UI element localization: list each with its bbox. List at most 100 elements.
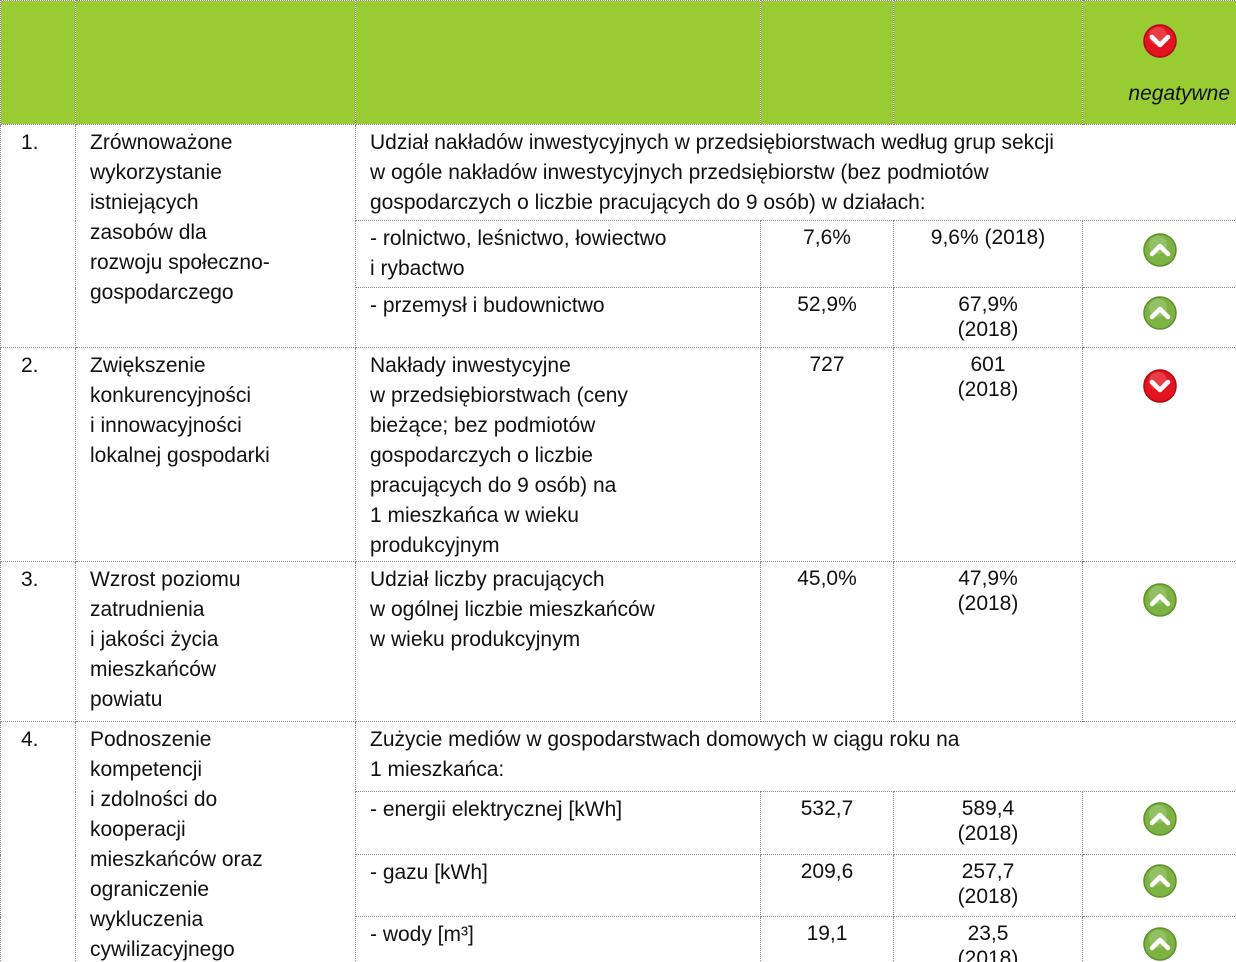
value2: (2018) xyxy=(957,318,1019,341)
value2-cell: 589,4 (2018) xyxy=(893,791,1083,855)
icon-part xyxy=(1149,306,1170,320)
sub-label: - gazu [kWh] xyxy=(370,861,488,884)
sub-label-cell: - rolnictwo, leśnictwo, łowiectwo i rybac… xyxy=(355,220,761,288)
indicator-text: Udział nakładów inwestycyjnych w przedsi… xyxy=(370,131,1054,154)
value2: 47,9% xyxy=(958,567,1018,590)
row-number: 1. xyxy=(21,131,39,154)
goal-text: Zrównoważone xyxy=(90,131,233,154)
value2: 9,6% (2018) xyxy=(930,226,1046,249)
value2-cell: 23,5 (2018) xyxy=(893,916,1083,962)
indicator-text: Nakłady inwestycyjne xyxy=(370,354,571,377)
value2-cell: 47,9% (2018) xyxy=(893,561,1083,722)
sub-label: - przemysł i budownictwo xyxy=(370,294,605,317)
value-cell: 52,9% xyxy=(760,287,894,348)
value: 209,6 xyxy=(800,860,854,883)
header-label: negatywne xyxy=(1128,82,1230,105)
indicator-text: w ogóle nakładów inwestycyjnych przedsię… xyxy=(370,161,989,184)
sub-label: i rybactwo xyxy=(370,257,465,280)
row-number-cell: 1. xyxy=(0,124,76,348)
sub-label: - energii elektrycznej [kWh] xyxy=(370,798,623,821)
table-row: 4. Podnoszenie kompetencji i zdolności do ko… xyxy=(0,721,1236,962)
value2: 589,4 xyxy=(961,797,1015,820)
icon-part xyxy=(1149,593,1170,607)
goal-text: ograniczenie xyxy=(90,878,210,901)
icon-part xyxy=(1142,864,1177,898)
goal-cell: Zwiększenie konkurencyjności i innowacyjno… xyxy=(75,347,356,562)
value: 532,7 xyxy=(800,797,854,820)
sub-row: - rolnictwo, leśnictwo, łowiectwo i rybac… xyxy=(1,220,1236,288)
icon-part xyxy=(1142,296,1177,330)
icon-part xyxy=(1149,812,1170,825)
icon-part xyxy=(1142,801,1177,836)
row-number-cell: 3. xyxy=(0,561,76,722)
indicator-text: 1 mieszkańca: xyxy=(370,758,505,781)
header-cell: negatywne xyxy=(1082,0,1236,125)
icon-part xyxy=(1142,583,1177,617)
trend-up-icon xyxy=(1142,864,1177,898)
row-number: 3. xyxy=(21,568,39,591)
trend-up-icon xyxy=(1142,296,1177,330)
goal-cell: Wzrost poziomu zatrudnienia i jakości życi… xyxy=(75,561,356,722)
value-cell: 19,1 xyxy=(760,916,894,962)
indicator-text: Udział liczby pracujących xyxy=(370,568,605,591)
sub-row: - gazu [kWh] 209,6 257,7 (2018) xyxy=(1,854,1236,917)
icon-part xyxy=(1149,379,1170,393)
indicator-cell: Zużycie mediów w gospodarstwach domowych… xyxy=(355,721,1236,792)
goal-text: wykorzystanie xyxy=(90,161,222,184)
value2: 23,5 xyxy=(967,922,1009,945)
indicator-text: bieżące; bez podmiotów xyxy=(370,414,596,437)
goal-text: Zwiększenie xyxy=(90,354,206,377)
value2-cell: 257,7 (2018) xyxy=(893,854,1083,917)
icon-cell xyxy=(1082,220,1236,288)
table-row: 1. Zrównoważone wykorzystanie istniejących z… xyxy=(0,124,1236,348)
sub-row: - energii elektrycznej [kWh] 532,7 589,4 (2… xyxy=(1,791,1236,855)
value2: (2018) xyxy=(957,947,1019,962)
icon-cell xyxy=(1082,561,1236,722)
goal-text: Wzrost poziomu xyxy=(90,568,241,591)
value2-cell: 601 (2018) xyxy=(893,347,1083,562)
icon-part xyxy=(1142,232,1177,267)
indicator-text: produkcyjnym xyxy=(370,534,500,557)
icon-part xyxy=(1149,34,1170,48)
header-row: negatywne xyxy=(0,0,1236,125)
value: 7,6% xyxy=(803,226,851,249)
goal-cell: Zrównoważone wykorzystanie istniejących zas… xyxy=(75,124,356,348)
value-cell: 532,7 xyxy=(760,791,894,855)
value: 19,1 xyxy=(806,922,848,945)
indicator-text: pracujących do 9 osób) na xyxy=(370,474,617,497)
goal-text: istniejących xyxy=(90,191,199,214)
header-cell xyxy=(355,0,761,125)
goal-text: zasobów dla xyxy=(90,221,207,244)
indicator-cell: Nakłady inwestycyjne w przedsiębiorstwach… xyxy=(355,347,761,562)
value2: 257,7 xyxy=(961,860,1015,883)
goal-text: powiatu xyxy=(90,688,163,711)
goal-text: i zdolności do xyxy=(90,788,218,811)
indicator-text: w przedsiębiorstwach (ceny xyxy=(370,384,628,407)
icon-part xyxy=(1149,937,1170,951)
goal-text: mieszkańców xyxy=(90,658,217,681)
value-cell: 45,0% xyxy=(760,561,894,722)
goal-text: konkurencyjności xyxy=(90,384,252,407)
icon-part xyxy=(1142,24,1177,58)
header-cell xyxy=(893,0,1083,125)
value-cell: 209,6 xyxy=(760,854,894,917)
indicator-cell: Udział nakładów inwestycyjnych w przedsi… xyxy=(355,124,1236,221)
icon-part xyxy=(1149,874,1170,888)
goal-text: i innowacyjności xyxy=(90,414,242,437)
trend-down-icon xyxy=(1142,369,1177,403)
value-cell: 7,6% xyxy=(760,220,894,288)
sub-label-cell: - energii elektrycznej [kWh] xyxy=(355,791,761,855)
value: 52,9% xyxy=(797,293,857,316)
icon-part xyxy=(1149,243,1170,256)
row-number: 2. xyxy=(21,354,39,377)
goal-text: gospodarczego xyxy=(90,281,234,304)
goal-text: lokalnej gospodarki xyxy=(90,444,270,467)
trend-up-icon xyxy=(1142,232,1177,267)
value2-cell: 67,9% (2018) xyxy=(893,287,1083,348)
sub-label: - rolnictwo, leśnictwo, łowiectwo xyxy=(370,227,667,250)
trend-up-icon xyxy=(1142,583,1177,617)
trend-up-icon xyxy=(1142,927,1177,961)
sub-label-cell: - gazu [kWh] xyxy=(355,854,761,917)
